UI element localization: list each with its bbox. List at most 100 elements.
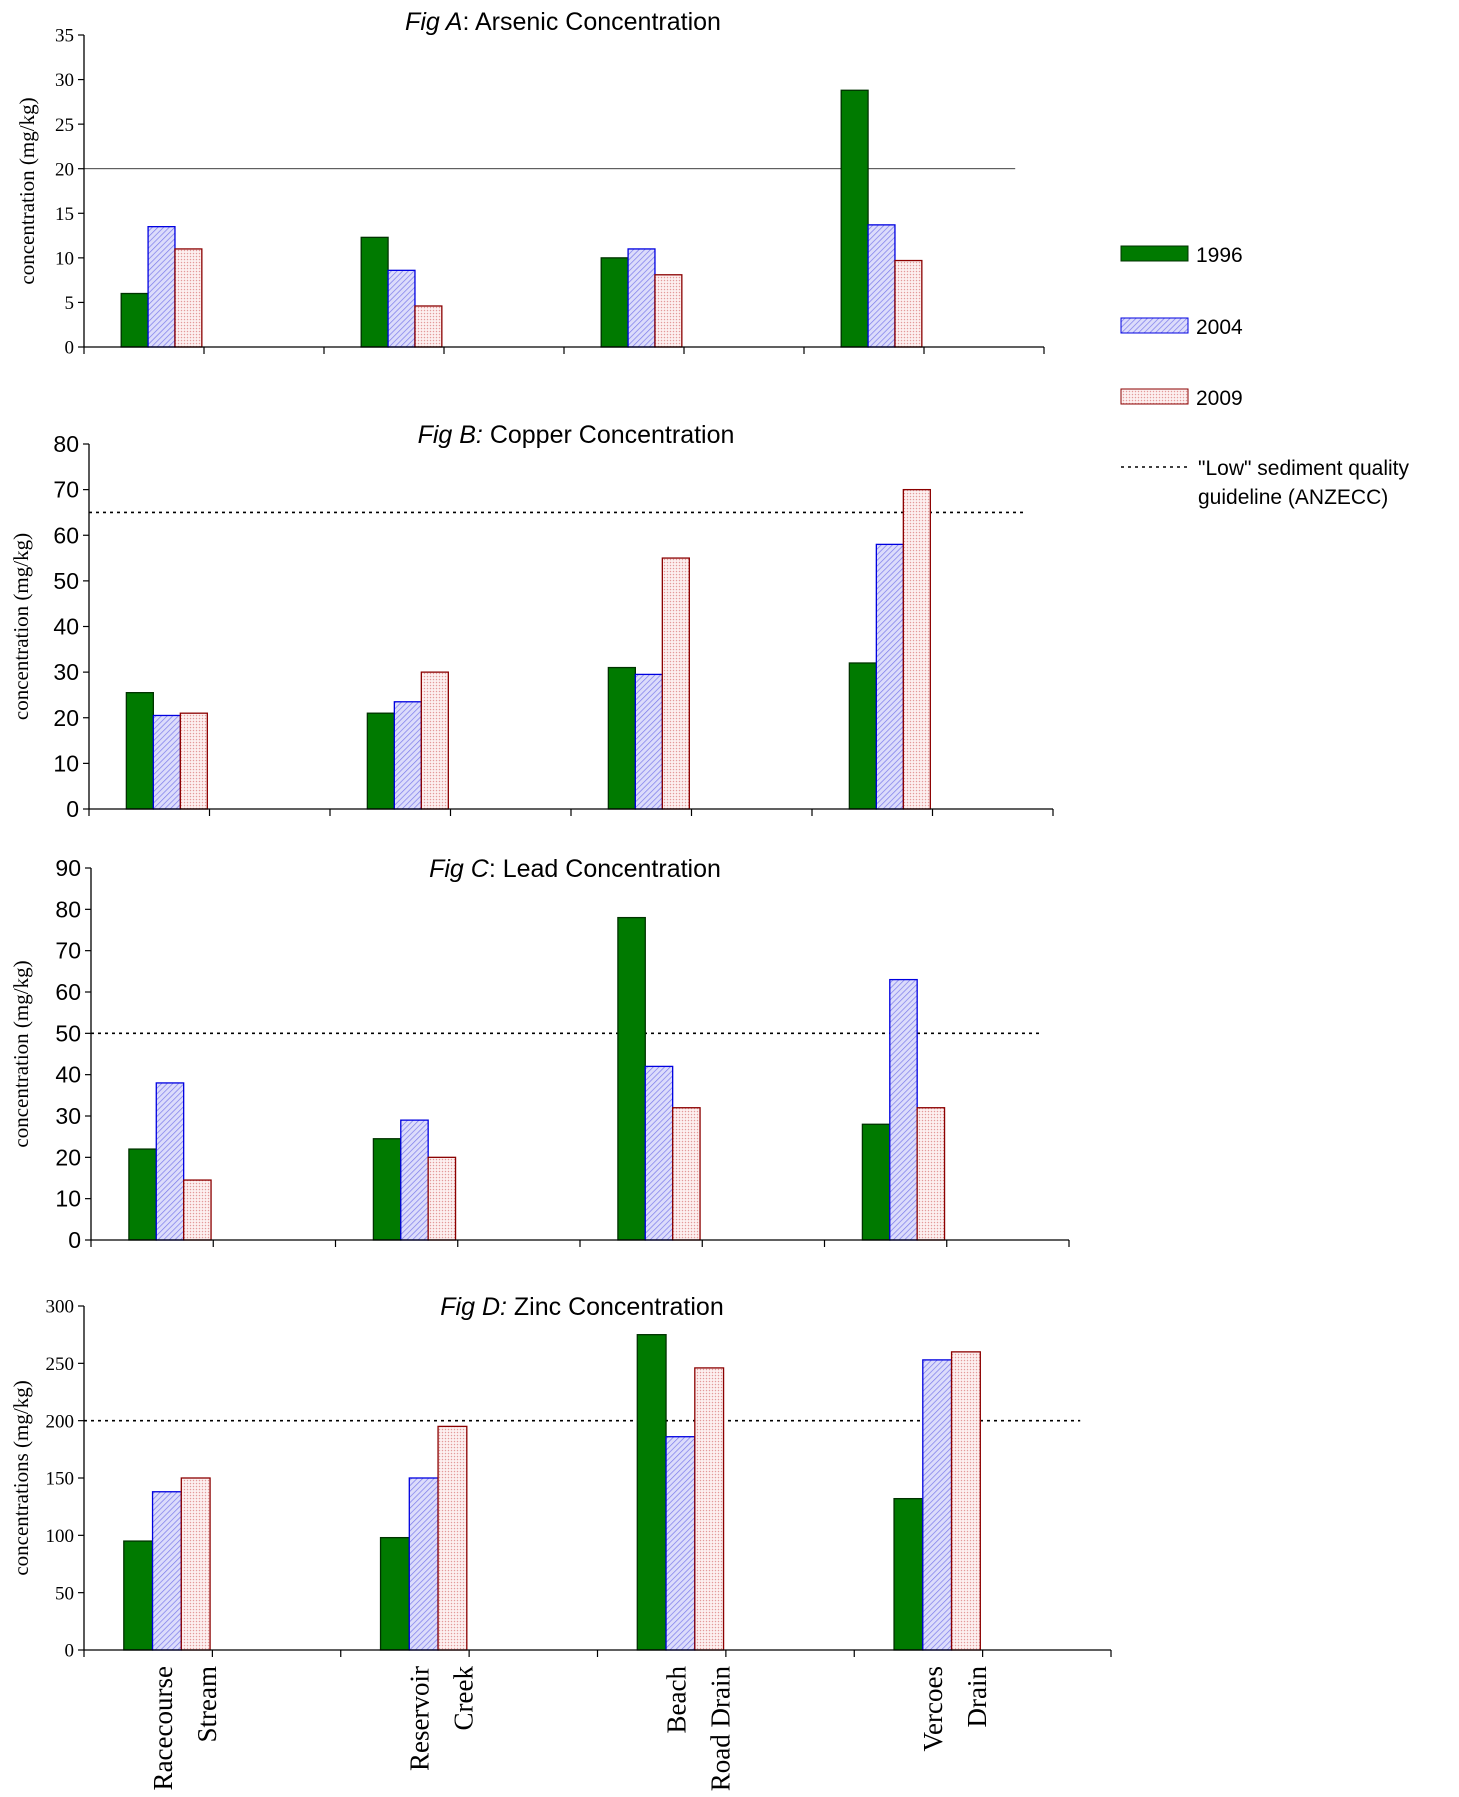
bar-2009-2 <box>437 1425 468 1651</box>
bar-2009-3 <box>672 1107 701 1241</box>
y-tick-label: 80 <box>53 431 79 457</box>
y-tick-label: 50 <box>55 1020 81 1046</box>
legend-guideline-label-line1: "Low" sediment quality <box>1198 457 1410 480</box>
bar-1996-2 <box>360 236 389 348</box>
bar-2004-1 <box>151 1491 182 1651</box>
bar-1996-1 <box>123 1540 154 1651</box>
y-tick-label: 30 <box>53 659 79 685</box>
bar-2009-1 <box>179 712 208 810</box>
chart-title: Fig B: Copper Concentration <box>418 421 735 449</box>
y-tick-label: 40 <box>55 1062 81 1088</box>
x-category-label: Stream <box>192 1666 222 1742</box>
legend-label-2009: 2009 <box>1196 387 1243 410</box>
chart-title-fig: Fig C <box>429 855 490 883</box>
y-tick-label: 15 <box>55 204 74 225</box>
y-tick-label: 10 <box>53 750 79 776</box>
bar-2004-2 <box>408 1477 439 1651</box>
bar-2004-1 <box>147 226 176 348</box>
y-tick-label: 10 <box>55 249 74 270</box>
charts-layer: 0 5 10 15 20 25 30 35 Fig A: Arsenic Concentrati… <box>9 8 1112 1792</box>
legend-guideline-label-line2: guideline (ANZECC) <box>1198 486 1388 509</box>
chart-title-text: : Arsenic Concentration <box>462 8 720 36</box>
chart-title-fig: Fig D: <box>440 1293 507 1321</box>
y-axis-label: concentration (mg/kg) <box>9 960 33 1147</box>
bar-1996-1 <box>120 292 149 348</box>
y-tick-label: 60 <box>53 522 79 548</box>
bar-2004-2 <box>400 1119 429 1241</box>
bar-2004-3 <box>627 248 656 348</box>
legend-swatch-2009 <box>1120 388 1189 405</box>
y-tick-label: 0 <box>65 338 75 359</box>
bar-2009-3 <box>661 557 690 810</box>
y-tick-label: 0 <box>66 796 79 822</box>
bar-2004-4 <box>867 224 896 348</box>
bar-2004-1 <box>152 714 181 810</box>
y-tick-label: 90 <box>55 855 81 881</box>
x-category-label: Creek <box>449 1666 479 1731</box>
y-tick-label: 70 <box>53 477 79 503</box>
bar-2009-4 <box>916 1107 946 1241</box>
bar-2009-3 <box>694 1367 725 1651</box>
chart-panel-4: 0 50 100 150 200 250 300 Fig D: Zinc Concentrat… <box>9 1293 1112 1792</box>
y-tick-label: 20 <box>55 159 74 180</box>
legend-label-1996: 1996 <box>1196 244 1243 267</box>
y-tick-label: 60 <box>55 979 81 1005</box>
bar-1996-1 <box>125 692 154 810</box>
bar-1996-4 <box>848 662 877 810</box>
x-category-label: Reservoir <box>405 1666 435 1771</box>
chart-title-text: Copper Concentration <box>483 421 735 449</box>
x-category-label: Racecourse <box>148 1666 178 1790</box>
y-tick-label: 50 <box>53 568 79 594</box>
chart-panel-3: 0 10 20 30 40 50 60 70 80 90 Fig C: Lead Concentra… <box>9 855 1070 1253</box>
y-tick-label: 10 <box>55 1186 81 1212</box>
bar-2004-1 <box>155 1082 185 1241</box>
bar-1996-2 <box>379 1536 410 1651</box>
y-tick-label: 40 <box>53 614 79 640</box>
chart-title-fig: Fig B: <box>418 421 483 449</box>
bar-2004-3 <box>665 1436 696 1651</box>
bar-2009-3 <box>654 274 683 348</box>
bar-2009-1 <box>180 1477 211 1651</box>
bar-2009-4 <box>950 1351 981 1651</box>
y-tick-label: 20 <box>55 1144 81 1170</box>
y-tick-label: 20 <box>53 705 79 731</box>
chart-title: Fig A: Arsenic Concentration <box>405 8 721 36</box>
chart-title: Fig C: Lead Concentration <box>429 855 721 883</box>
bar-1996-3 <box>607 666 636 810</box>
bar-1996-4 <box>893 1497 924 1651</box>
y-tick-label: 30 <box>55 70 74 91</box>
bar-1996-4 <box>861 1123 891 1241</box>
y-tick-label: 100 <box>46 1526 75 1547</box>
bar-2004-4 <box>922 1359 953 1651</box>
y-tick-label: 0 <box>65 1641 75 1662</box>
y-tick-label: 300 <box>46 1297 75 1318</box>
bar-2004-3 <box>634 673 663 810</box>
y-tick-label: 0 <box>68 1227 81 1253</box>
legend-swatch-2004 <box>1120 317 1189 334</box>
y-tick-label: 50 <box>55 1583 74 1604</box>
bar-2009-4 <box>902 488 931 810</box>
y-axis-label: concentration (mg/kg) <box>15 97 39 284</box>
x-category-label: Road Drain <box>705 1666 735 1792</box>
chart-title-text: : Lead Concentration <box>489 855 721 883</box>
bar-2009-2 <box>420 671 449 810</box>
y-axis-label: concentrations (mg/kg) <box>9 1380 33 1575</box>
chart-title-text: Zinc Concentration <box>507 1293 724 1321</box>
bar-2009-2 <box>427 1156 457 1241</box>
y-tick-label: 250 <box>46 1354 75 1375</box>
bar-1996-4 <box>840 89 869 348</box>
bar-1996-3 <box>636 1334 667 1651</box>
bar-1996-1 <box>128 1148 157 1241</box>
legend-label-2004: 2004 <box>1196 316 1243 339</box>
x-category-label: Drain <box>962 1666 992 1728</box>
y-tick-label: 70 <box>55 938 81 964</box>
bar-2004-2 <box>393 701 422 810</box>
chart-title: Fig D: Zinc Concentration <box>440 1293 723 1321</box>
bar-1996-3 <box>600 257 629 348</box>
y-tick-label: 35 <box>55 26 74 47</box>
chart-title-fig: Fig A <box>405 8 462 36</box>
bar-1996-2 <box>366 712 395 810</box>
bar-2004-3 <box>644 1065 674 1241</box>
bar-2009-1 <box>174 248 203 348</box>
